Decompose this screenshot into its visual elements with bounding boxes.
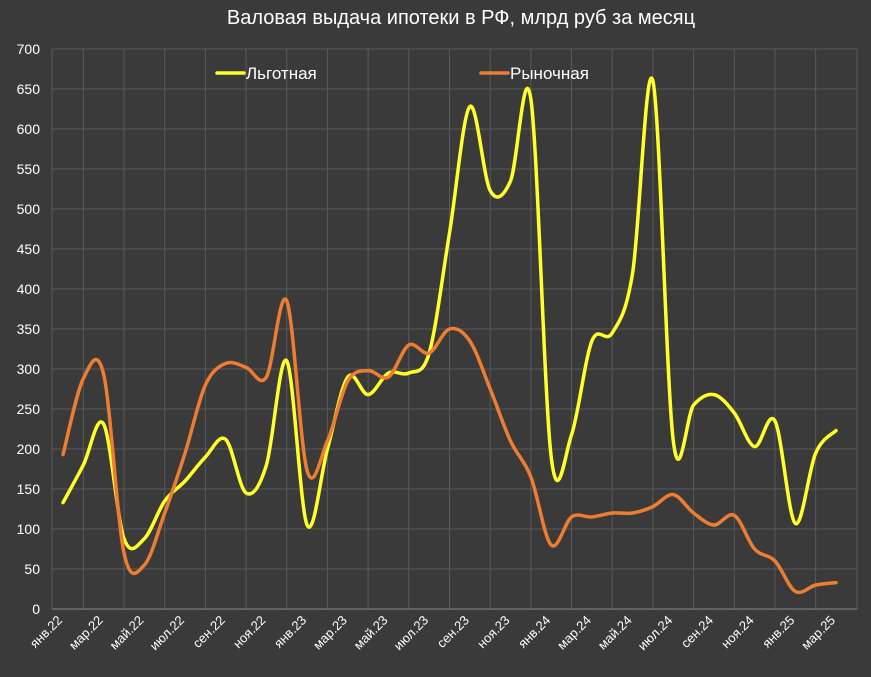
x-tick-label: июл.24 (635, 613, 676, 654)
y-tick-label: 250 (17, 401, 41, 417)
x-tick-label: мар.22 (66, 613, 106, 653)
y-axis: 0 50 100 150 200 250 300 350 400 450 500 550 600 650 7… (17, 41, 41, 617)
x-tick-label: сен.22 (190, 613, 228, 651)
x-tick-label: ноя.23 (474, 613, 513, 652)
y-tick-label: 0 (32, 601, 40, 617)
x-tick-label: янв.24 (515, 613, 553, 651)
x-tick-label: ноя.24 (718, 613, 757, 652)
y-tick-label: 400 (17, 281, 41, 297)
x-tick-label: мар.25 (798, 613, 838, 653)
legend: Льготная Рыночная (215, 64, 589, 83)
x-tick-label: янв.25 (759, 613, 797, 651)
x-axis: янв.22 мар.22 май.22 июл.22 сен.22 ноя.22 янв.… (27, 613, 838, 654)
x-tick-label: мар.24 (554, 613, 594, 653)
chart-title: Валовая выдача ипотеки в РФ, млрд руб за… (227, 7, 695, 29)
y-tick-label: 350 (17, 321, 41, 337)
x-tick-label: май.22 (107, 613, 147, 653)
y-tick-label: 600 (17, 121, 41, 137)
y-tick-label: 200 (17, 441, 41, 457)
x-tick-label: май.23 (351, 613, 391, 653)
y-tick-label: 300 (17, 361, 41, 377)
x-tick-label: сен.23 (434, 613, 472, 651)
y-tick-label: 50 (24, 561, 40, 577)
x-tick-label: сен.24 (678, 613, 716, 651)
x-tick-label: июл.22 (147, 613, 188, 654)
series-line-1 (61, 76, 838, 551)
x-tick-label: ноя.22 (230, 613, 269, 652)
legend-label: Льготная (246, 64, 317, 83)
y-tick-label: 550 (17, 161, 41, 177)
legend-label: Рыночная (510, 64, 589, 83)
series-line-2 (61, 297, 838, 595)
y-tick-label: 450 (17, 241, 41, 257)
gridlines (51, 48, 858, 610)
x-tick-label: июл.23 (391, 613, 432, 654)
y-tick-label: 700 (17, 41, 41, 57)
x-tick-label: янв.22 (27, 613, 65, 651)
x-tick-label: янв.23 (271, 613, 309, 651)
x-tick-label: мар.23 (310, 613, 350, 653)
y-tick-label: 150 (17, 481, 41, 497)
series-lines (61, 76, 838, 595)
y-tick-label: 100 (17, 521, 41, 537)
y-tick-label: 500 (17, 201, 41, 217)
x-tick-label: май.24 (595, 613, 635, 653)
y-tick-label: 650 (17, 81, 41, 97)
